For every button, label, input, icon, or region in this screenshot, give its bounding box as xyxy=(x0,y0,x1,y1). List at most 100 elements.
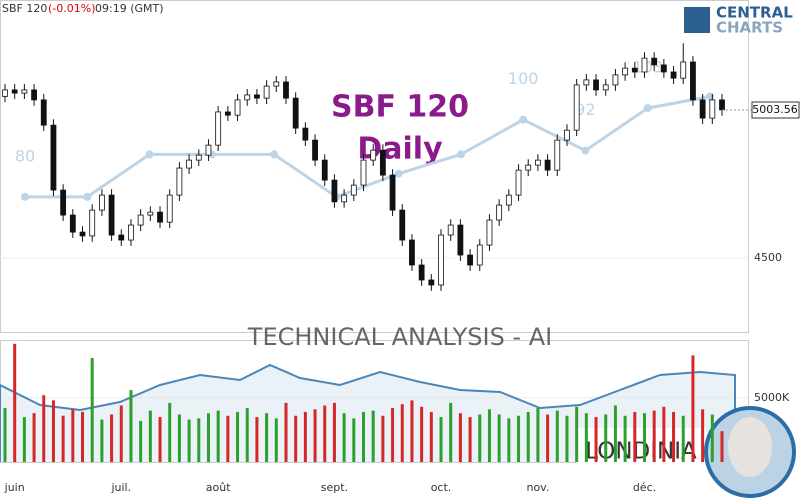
volume-bar xyxy=(362,411,365,462)
candle-body xyxy=(699,99,706,119)
candle-body xyxy=(254,94,260,99)
volume-bar xyxy=(51,400,55,462)
logo-top: CENTRAL xyxy=(716,4,793,22)
candle-body xyxy=(31,89,37,101)
volume-bar xyxy=(71,409,75,462)
candle-body xyxy=(50,124,57,191)
volume-bar xyxy=(265,413,269,462)
candle-body xyxy=(370,149,377,161)
candle-body xyxy=(331,179,338,203)
candle-body xyxy=(350,184,357,196)
volume-bar xyxy=(517,415,521,462)
volume-bar xyxy=(710,414,714,462)
candle-body xyxy=(447,224,454,236)
volume-bar xyxy=(381,415,385,462)
candle-body xyxy=(69,214,76,233)
ai-score-point xyxy=(83,192,92,201)
candle-body xyxy=(651,57,658,66)
candle-body xyxy=(680,61,687,79)
candle-body xyxy=(118,234,125,241)
volume-bar xyxy=(652,410,656,462)
candle-body xyxy=(564,129,570,141)
candle-body xyxy=(273,81,280,87)
volume-bar xyxy=(371,410,375,462)
volume-bar xyxy=(294,415,298,462)
candle-body xyxy=(302,127,309,141)
volume-bar xyxy=(216,410,220,462)
x-tick-label: juil. xyxy=(110,481,131,494)
ai-score-point xyxy=(21,192,29,201)
volume-bar xyxy=(236,411,240,462)
candle-body xyxy=(21,89,28,94)
candle-body xyxy=(467,254,473,266)
x-tick-label: nov. xyxy=(526,481,549,494)
candle-body xyxy=(583,79,590,86)
candle-body xyxy=(321,159,328,181)
ai-score-label: 103 xyxy=(632,58,663,77)
volume-bar xyxy=(507,418,511,462)
volume-bar xyxy=(42,395,46,462)
volume-bar xyxy=(478,414,482,462)
volume-bar xyxy=(61,415,65,462)
volume-bar xyxy=(129,390,133,462)
candle-body xyxy=(379,149,386,176)
x-tick-label: sept. xyxy=(321,481,348,494)
volume-bar xyxy=(3,408,7,462)
candle-body xyxy=(292,97,299,129)
volume-bar xyxy=(526,411,530,462)
x-tick-label: oct. xyxy=(431,481,452,494)
candle-body xyxy=(719,99,725,111)
candle-body xyxy=(622,67,629,76)
candle-body xyxy=(612,74,619,86)
volume-bar xyxy=(701,409,705,462)
candle-body xyxy=(137,214,144,226)
volume-bar xyxy=(313,409,317,462)
candle-body xyxy=(215,111,222,146)
candle-body xyxy=(176,167,183,196)
candle-body xyxy=(709,99,716,119)
volume-bar xyxy=(13,343,17,462)
x-tick-label: juin xyxy=(4,481,25,494)
volume-bar xyxy=(487,409,491,462)
avatar-face xyxy=(728,417,772,477)
candle-body xyxy=(195,154,202,161)
candle-body xyxy=(205,144,212,156)
volume-bar xyxy=(400,404,404,462)
volume-bar xyxy=(681,415,685,462)
candle-body xyxy=(641,57,648,73)
volume-bar xyxy=(536,408,540,462)
candle-body xyxy=(593,79,599,91)
volume-bar xyxy=(119,405,123,462)
volume-bar xyxy=(391,408,395,462)
volume-bar xyxy=(32,413,36,462)
volume-average xyxy=(0,363,736,462)
last-price-box xyxy=(751,101,800,119)
brand: LONDINIA xyxy=(585,439,697,465)
volume-bar xyxy=(420,406,424,462)
candle-body xyxy=(515,169,522,196)
candle-body xyxy=(147,211,154,216)
candle-body xyxy=(486,219,493,246)
volume-bar xyxy=(720,431,724,462)
ai-score-point xyxy=(643,104,652,113)
volume-bar xyxy=(546,414,550,462)
volume-bar xyxy=(604,414,608,462)
candle-body xyxy=(11,89,18,94)
volume-bar xyxy=(342,413,346,462)
candle-body xyxy=(234,99,241,116)
watermark: TECHNICAL ANALYSIS - AI xyxy=(247,323,552,351)
header-change: (-0.01%) xyxy=(48,2,96,15)
logo-icon xyxy=(684,7,710,33)
header-time: 09:19 (GMT) xyxy=(95,2,164,15)
candle-body xyxy=(476,244,483,266)
volume-bar xyxy=(458,413,462,462)
candle-body xyxy=(535,159,541,166)
candle-body xyxy=(2,89,8,97)
volume-bar xyxy=(691,355,695,462)
volume-bar xyxy=(255,417,259,462)
candle-body xyxy=(525,164,532,171)
volume-bar xyxy=(206,413,210,462)
volume-bar xyxy=(226,415,230,462)
